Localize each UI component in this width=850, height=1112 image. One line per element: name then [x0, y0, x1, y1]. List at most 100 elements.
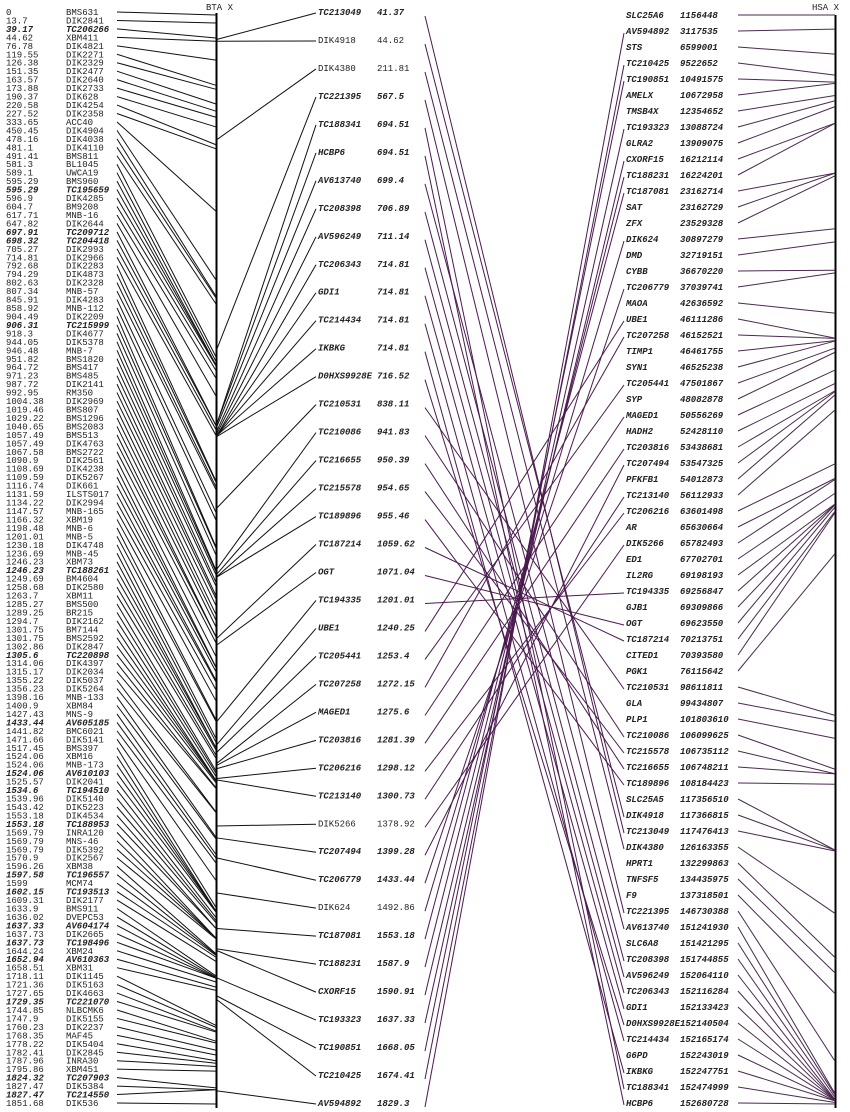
bta-marker-name: NLBCMK6: [66, 1006, 104, 1016]
bta-marker-link: [116, 1060, 217, 1068]
ortholog-bta-link: [216, 320, 317, 436]
hsa-gene-name: AV613740: [625, 923, 670, 933]
hsa-gene-name: PFKFB1: [626, 475, 658, 485]
hsa-gene-position: 46111286: [680, 315, 724, 325]
bta-marker-link: [116, 848, 217, 939]
ortholog-bta-link: [216, 950, 317, 993]
hsa-gene-name: TC206343: [626, 987, 670, 997]
bta-marker-link: [116, 1102, 217, 1105]
bta-marker-link: [116, 282, 217, 488]
ortholog-bta-position: 694.51: [377, 148, 409, 158]
bta-marker-name: MNB-57: [66, 287, 98, 297]
ortholog-name: TC203816: [318, 735, 362, 745]
ortholog-bta-position: 1272.15: [377, 679, 415, 689]
hsa-gene-name: TIMP1: [626, 347, 653, 357]
ortholog-name: AV613740: [317, 176, 362, 186]
ortholog-bta-position: 1201.01: [377, 595, 415, 605]
ortholog-bta-position: 1829.3: [377, 1099, 410, 1109]
ortholog-name: IKBKG: [318, 344, 346, 354]
ortholog-bta-link: [216, 516, 317, 578]
bta-marker-link: [116, 130, 217, 281]
hsa-gene-position: 99434807: [680, 699, 724, 709]
bta-marker-link: [116, 273, 217, 483]
hsa-gene-link: [737, 862, 836, 958]
bta-marker-link: [116, 147, 217, 299]
bta-marker-name: DIK4038: [66, 135, 104, 145]
bta-marker-position: 151.35: [6, 67, 38, 77]
bta-marker-name: XBM73: [66, 558, 93, 568]
bta-marker-position: 1398.16: [6, 693, 44, 703]
comparative-link: [424, 463, 625, 770]
bta-marker-position: 1314.06: [6, 659, 44, 669]
bta-marker-name: DIK2969: [66, 397, 104, 407]
hsa-gene-name: CXORF15: [626, 155, 664, 165]
bta-marker-position: 1718.11: [6, 972, 44, 982]
comparative-link: [424, 512, 625, 772]
bta-marker-link: [116, 172, 217, 362]
bta-marker-name: DIK2845: [66, 1048, 104, 1058]
bta-axis-title: BTA X: [206, 3, 234, 13]
hsa-gene-name: TC194335: [626, 587, 670, 597]
bta-marker-position: 1599: [6, 879, 28, 889]
bta-marker-position: 450.45: [6, 126, 38, 136]
bta-marker-name: DIK4821: [66, 42, 104, 52]
bta-marker-link: [116, 874, 217, 955]
bta-marker-link: [116, 375, 217, 587]
bta-marker-name: TC220898: [66, 651, 110, 661]
bta-marker-name: DIK2162: [66, 617, 104, 627]
ortholog-name: OGT: [318, 567, 335, 577]
bta-marker-name: TC221070: [66, 998, 110, 1008]
bta-marker-name: DIK2993: [66, 245, 104, 255]
bta-marker-link: [116, 865, 217, 955]
hsa-gene-name: TC213049: [626, 827, 670, 837]
bta-marker-name: DIK5140: [66, 795, 104, 805]
bta-marker-link: [116, 747, 217, 908]
bta-marker-link: [116, 527, 217, 721]
comparative-link: [424, 160, 625, 996]
hsa-gene-name: TC203816: [626, 443, 670, 453]
bta-marker-name: BMS2592: [66, 634, 104, 644]
bta-marker-link: [116, 722, 217, 859]
bta-marker-link: [116, 11, 217, 16]
bta-marker-link: [116, 87, 217, 118]
bta-marker-name: MAF45: [66, 1031, 93, 1041]
hsa-gene-position: 76115642: [680, 667, 724, 677]
comparative-link: [424, 379, 625, 1026]
ortholog-bta-link: [216, 711, 317, 766]
bta-marker-position: 1760.23: [6, 1023, 44, 1033]
bta-marker-name: DIK5392: [66, 845, 104, 855]
bta-marker-link: [116, 476, 217, 668]
bta-marker-name: TC204418: [66, 236, 110, 246]
bta-marker-name: DIK2847: [66, 642, 104, 652]
bta-marker-name: MNB-133: [66, 693, 104, 703]
bta-marker-name: TC209712: [66, 228, 110, 238]
bta-marker-name: MNB-112: [66, 304, 104, 314]
bta-marker-position: 1302.86: [6, 642, 44, 652]
hsa-gene-name: TC188231: [626, 171, 669, 181]
hsa-gene-link: [737, 782, 836, 785]
hsa-gene-position: 63601498: [680, 507, 724, 517]
bta-marker-link: [116, 367, 217, 583]
ortholog-bta-link: [216, 948, 317, 965]
bta-marker-name: DIK2041: [66, 778, 104, 788]
bta-marker-link: [116, 992, 217, 1032]
bta-marker-link: [116, 899, 217, 962]
ortholog-bta-link: [216, 180, 317, 427]
hsa-gene-position: 54012873: [680, 475, 724, 485]
bta-marker-link: [116, 96, 217, 128]
bta-marker-link: [116, 840, 217, 939]
bta-marker-name: DIK5163: [66, 981, 104, 991]
hsa-gene-link: [737, 175, 836, 224]
bta-marker-link: [116, 1089, 217, 1096]
hsa-gene-link: [737, 894, 836, 994]
bta-marker-name: XBM16: [66, 752, 93, 762]
comparative-link: [424, 99, 625, 914]
bta-marker-position: 845.91: [6, 296, 38, 306]
hsa-gene-link: [737, 383, 836, 432]
hsa-gene-link: [737, 100, 836, 128]
bta-marker-link: [116, 679, 217, 813]
bta-marker-name: ACC40: [66, 118, 93, 128]
bta-marker-position: 1644.24: [6, 947, 44, 957]
comparative-link: [424, 43, 625, 818]
hsa-gene-position: 13088724: [680, 123, 724, 133]
